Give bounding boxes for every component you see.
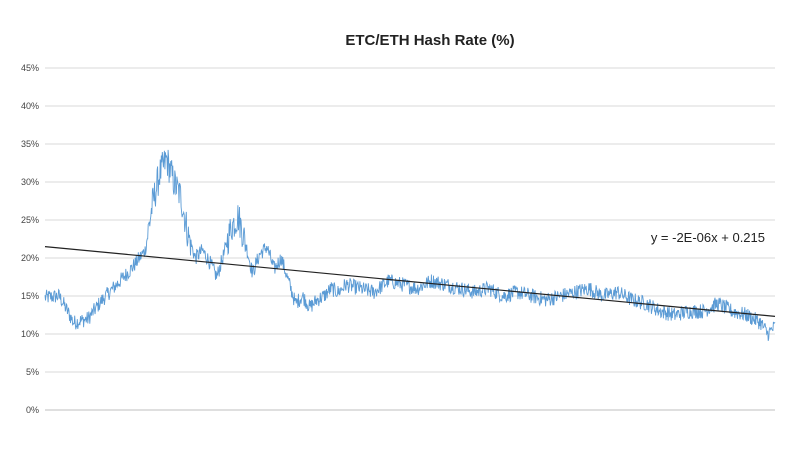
chart-title: ETC/ETH Hash Rate (%)	[345, 32, 514, 49]
y-tick-label: 45%	[21, 63, 39, 73]
y-tick-label: 20%	[21, 253, 39, 263]
y-tick-label: 15%	[21, 291, 39, 301]
y-tick-label: 5%	[26, 367, 39, 377]
y-tick-label: 40%	[21, 101, 39, 111]
y-tick-label: 30%	[21, 177, 39, 187]
trendline-equation: y = -2E-06x + 0.215	[651, 230, 765, 245]
y-tick-label: 0%	[26, 405, 39, 415]
gridlines	[45, 67, 775, 373]
y-tick-label: 25%	[21, 215, 39, 225]
y-tick-label: 35%	[21, 139, 39, 149]
series-line	[44, 149, 776, 341]
plot-area	[44, 149, 776, 341]
y-axis-ticks: 0% 5% 10% 15% 20% 25% 30% 35% 40% 45%	[21, 63, 39, 415]
trendline	[44, 246, 776, 317]
y-tick-label: 10%	[21, 329, 39, 339]
